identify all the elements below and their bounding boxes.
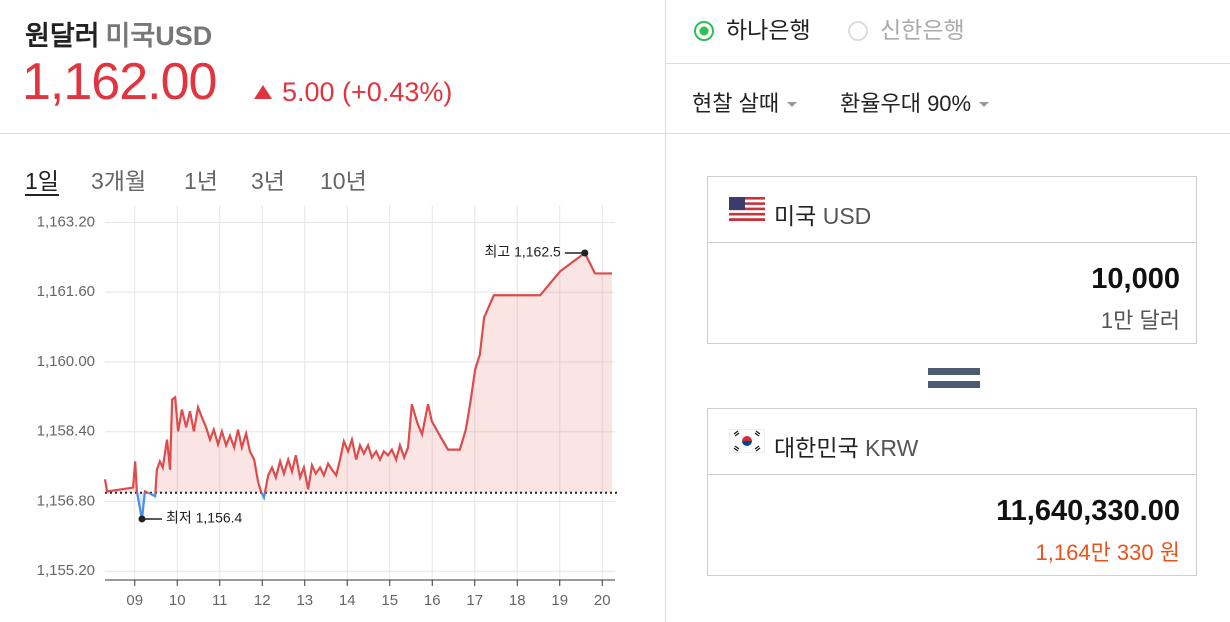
currency: 미국 USD — [774, 197, 871, 231]
y-tick-label: 1,160.00 — [37, 353, 95, 370]
price: 1,162.00 — [22, 53, 217, 111]
tab[interactable]: 3개월 — [91, 168, 147, 194]
box-head: 미국 USD — [708, 177, 1196, 243]
annotation: 최저 1,156.4 — [166, 510, 243, 526]
radio-on — [694, 21, 714, 41]
subtitle: 미국USD — [105, 21, 213, 51]
y-tick-label: 1,161.60 — [37, 283, 95, 300]
x-tick-label: 16 — [424, 592, 441, 609]
area — [105, 252, 613, 493]
line — [103, 251, 613, 493]
divider — [665, 0, 666, 622]
equals-bar — [928, 368, 980, 375]
currency: 대한민국 KRW — [774, 429, 918, 463]
y-tick-label: 1,155.20 — [37, 562, 95, 579]
bank-name: 하나은행 — [726, 17, 811, 43]
x-tick-label: 18 — [509, 592, 526, 609]
x-tick-label: 20 — [594, 592, 611, 609]
tab[interactable]: 1일 — [25, 168, 59, 194]
country: 대한민국 — [774, 435, 859, 461]
x-tick-label: 09 — [126, 592, 143, 609]
code: USD — [822, 203, 872, 229]
divider — [666, 133, 1230, 134]
amount-words: 1만 달러 — [1100, 308, 1180, 333]
annotation-dot — [138, 515, 146, 523]
bank-radio[interactable]: 하나은행 — [694, 11, 811, 45]
y-tick-label: 1,163.20 — [37, 213, 95, 230]
dropdown-text: 현찰 살때 — [692, 91, 780, 116]
divider — [666, 63, 1230, 64]
equals-bar — [928, 381, 980, 388]
x-tick-label: 14 — [339, 592, 356, 609]
title-text: 원달러 — [25, 21, 100, 51]
caret — [787, 102, 798, 107]
to-box: 대한민국 KRW 11,640,330.00 1,164만 330 원 — [707, 408, 1197, 576]
bank-name: 신한은행 — [880, 17, 965, 43]
x-tick-label: 13 — [296, 592, 313, 609]
annotation-dot — [581, 249, 589, 257]
x-tick-label: 11 — [212, 592, 228, 609]
x-tick-label: 19 — [551, 592, 568, 609]
bank-radio[interactable]: 신한은행 — [848, 11, 965, 45]
dropdown[interactable]: 환율우대 90% — [840, 86, 990, 118]
change: 5.00 (+0.43%) — [254, 77, 452, 108]
tab[interactable]: 10년 — [320, 168, 367, 194]
kr-flag — [729, 429, 765, 453]
dropdown[interactable]: 현찰 살때 — [692, 86, 798, 118]
divider — [0, 133, 665, 134]
up-icon — [254, 85, 272, 99]
us-flag — [729, 197, 765, 221]
title: 원달러 미국USD — [25, 14, 212, 53]
code: KRW — [865, 435, 919, 461]
amount-words: 1,164만 330 원 — [1035, 540, 1180, 565]
from-box: 미국 USD 10,000 1만 달러 — [707, 176, 1197, 344]
box-head: 대한민국 KRW — [708, 409, 1196, 475]
chart: 1,155.20 1,156.80 1,158.40 1,160.00 1,161.60… — [37, 205, 620, 609]
annotation: 최고 1,162.5 — [484, 244, 561, 260]
x-tick-label: 15 — [381, 592, 398, 609]
caret — [979, 102, 990, 107]
amount: 11,640,330.00 — [996, 495, 1180, 527]
tab[interactable]: 3년 — [251, 168, 285, 194]
dropdown-text: 환율우대 90% — [840, 91, 972, 116]
y-tick-label: 1,156.80 — [37, 492, 95, 509]
x-tick-label: 12 — [254, 592, 271, 609]
tab[interactable]: 1년 — [184, 168, 218, 194]
x-tick-label: 17 — [466, 592, 483, 609]
x-tick-label: 10 — [169, 592, 186, 609]
amount[interactable]: 10,000 — [1091, 263, 1180, 295]
change-text: 5.00 (+0.43%) — [282, 77, 453, 107]
y-tick-label: 1,158.40 — [37, 423, 95, 440]
radio-off — [848, 21, 868, 41]
country: 미국 — [774, 203, 817, 229]
